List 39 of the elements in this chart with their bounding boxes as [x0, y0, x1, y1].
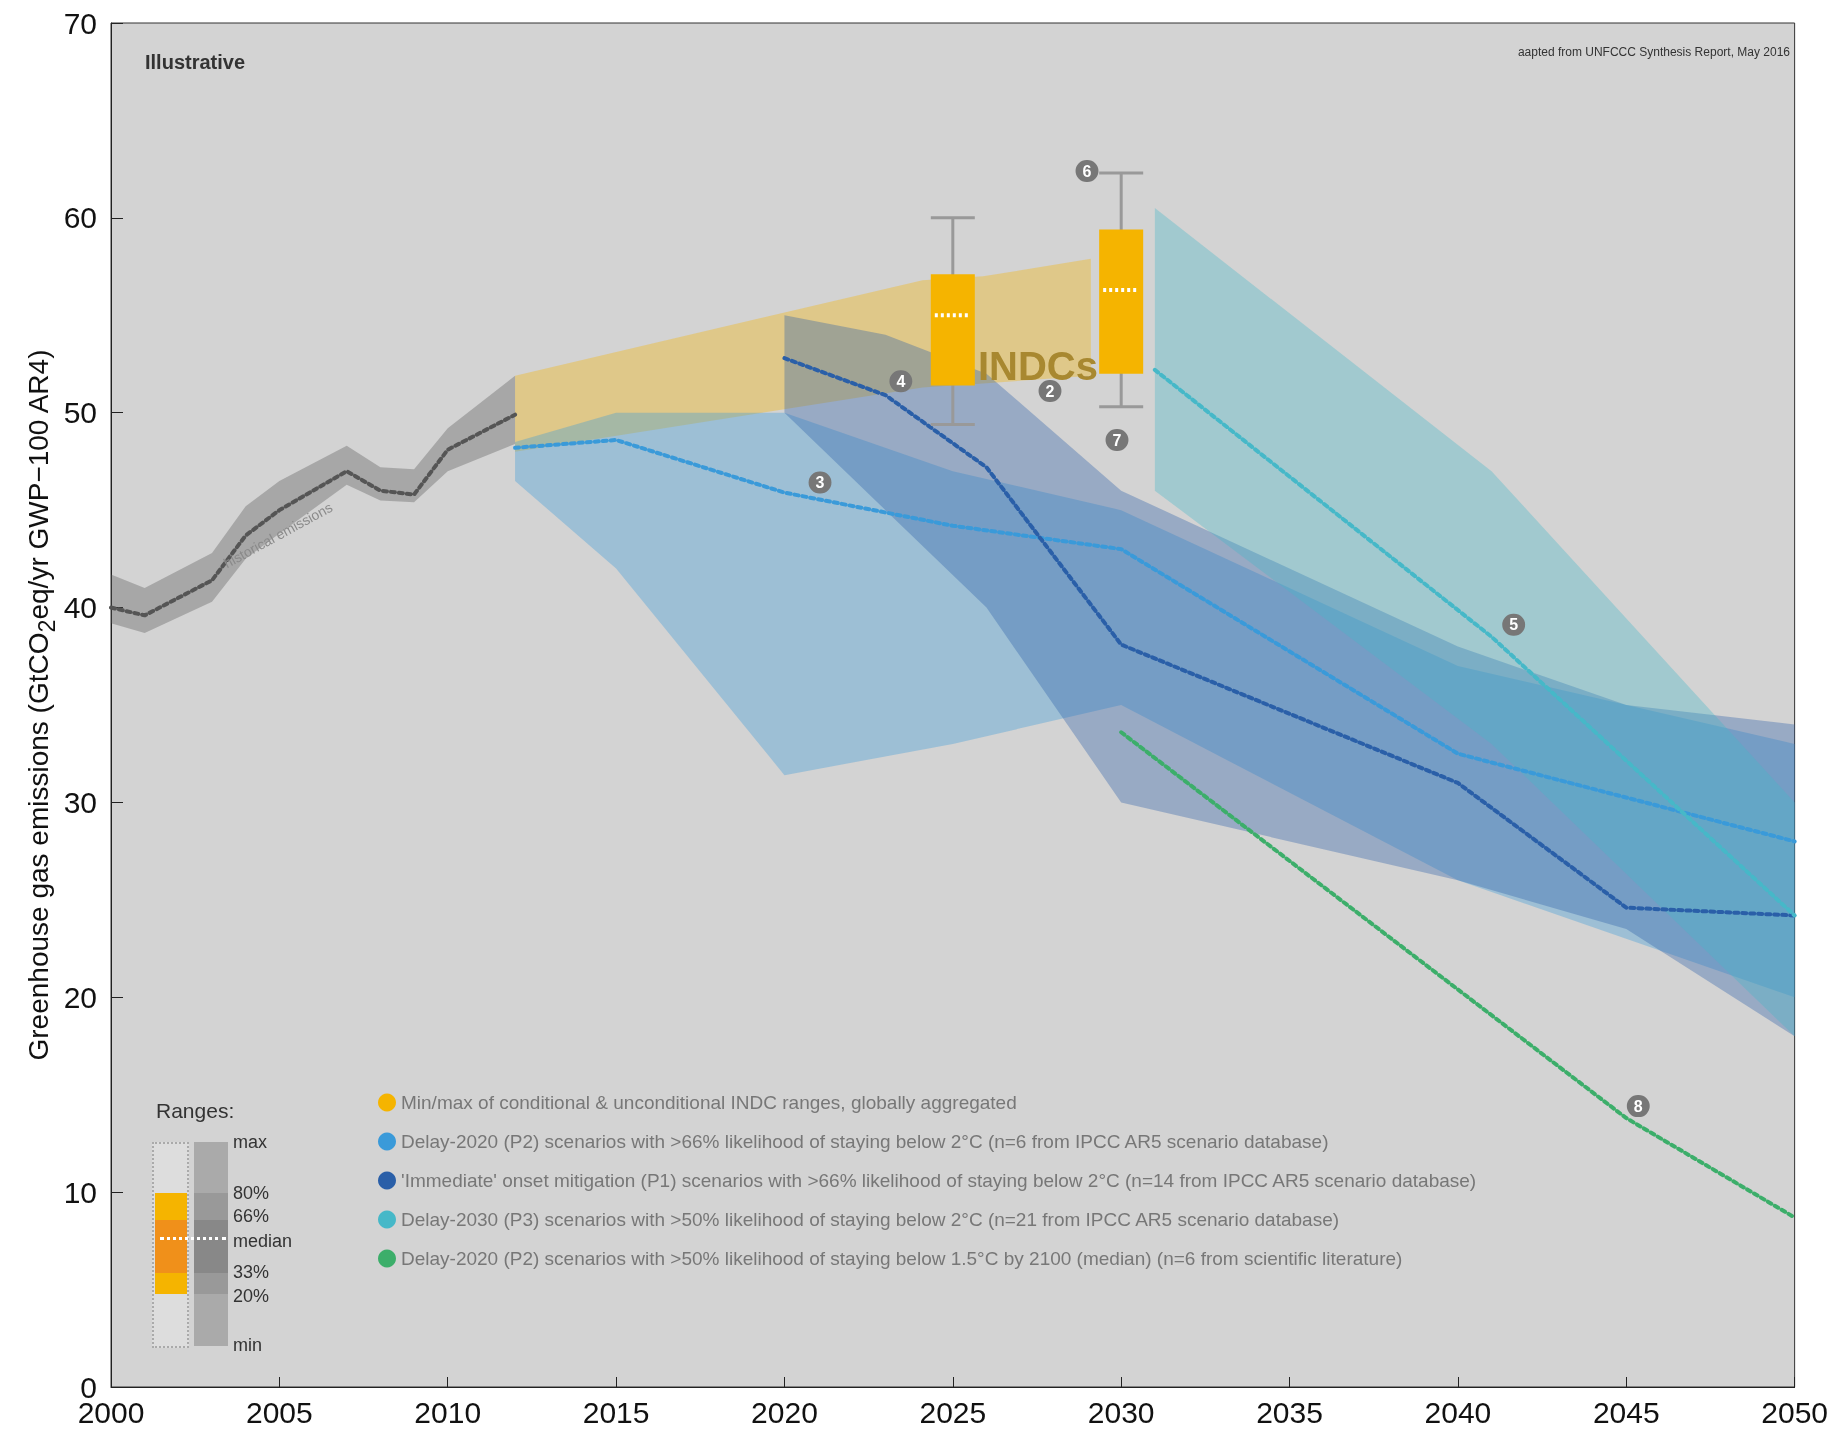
y-tick-label: 50 [63, 396, 97, 430]
x-tick-label: 2035 [1256, 1395, 1323, 1429]
legend-label: Delay-2030 (P3) scenarios with >50% likelihood of staying below 2°C (n=21 from IPCC AR5 scenario database) [401, 1209, 1340, 1230]
x-tick-label: 2050 [1761, 1395, 1829, 1429]
annotation: 33% [233, 1262, 270, 1282]
legend-label: Min/max of conditional & unconditional INDC ranges, globally aggregated [401, 1092, 1017, 1113]
annotation: 20% [233, 1286, 270, 1306]
annotation: Ranges: [156, 1098, 235, 1122]
legend-label: 'Immediate' onset mitigation (P1) scenarios with >66% likelihood of staying below 2°C (n=14 from IPCC AR5 scenario database) [401, 1170, 1477, 1191]
annotation: 6 [1082, 162, 1092, 180]
x-tick-label: 2045 [1592, 1395, 1660, 1429]
annotation: max [233, 1132, 268, 1152]
y-tick-label: 40 [63, 591, 97, 625]
annotation: 4 [896, 372, 906, 390]
annotation: min [233, 1335, 263, 1355]
x-tick-label: 2015 [582, 1395, 650, 1429]
y-tick-label: 10 [63, 1175, 97, 1209]
x-tick-label: 2005 [245, 1395, 313, 1429]
annotation: 7 [1112, 431, 1122, 449]
x-tick-label: 2020 [751, 1395, 818, 1429]
annotation: 5 [1509, 616, 1519, 634]
y-tick-label: 20 [63, 980, 97, 1014]
line-series [109, 412, 518, 618]
x-tick-label: 2025 [919, 1395, 987, 1429]
legend-label: Delay-2020 (P2) scenarios with >66% likelihood of staying below 2°C (n=6 from IPCC AR5 scenario database) [401, 1131, 1329, 1152]
x-tick-label: 2040 [1424, 1395, 1492, 1429]
annotation: 8 [1633, 1097, 1643, 1115]
legend-label: Delay-2020 (P2) scenarios with >50% likelihood of staying below 1.5°C by 2100 (median) (n=6 from scientific literature) [401, 1248, 1403, 1269]
x-tick-label: 2030 [1087, 1395, 1155, 1429]
annotation: Illustrative [145, 51, 246, 73]
annotation: 66% [233, 1206, 270, 1226]
annotation: aapted from UNFCCC Synthesis Report, May 2016 [1517, 45, 1791, 59]
y-tick-label: 60 [63, 201, 97, 235]
y-tick-label: 30 [63, 785, 97, 819]
annotation: 3 [815, 474, 825, 492]
x-tick-label: 2010 [414, 1395, 482, 1429]
annotation: 80% [233, 1183, 270, 1203]
annotation: median [233, 1231, 293, 1251]
y-tick-label: 70 [63, 6, 97, 40]
